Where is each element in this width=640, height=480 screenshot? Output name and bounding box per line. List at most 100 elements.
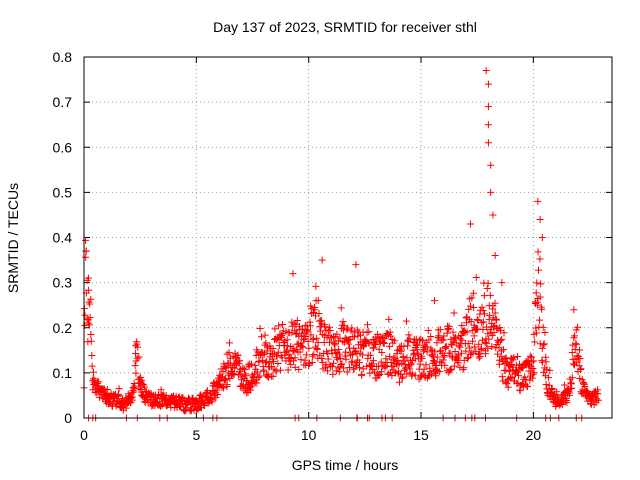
data-point <box>283 346 291 354</box>
data-point <box>473 316 481 324</box>
data-point <box>439 356 447 364</box>
data-point <box>446 367 454 375</box>
data-point <box>355 359 363 367</box>
data-point <box>538 234 546 241</box>
data-point <box>274 360 282 368</box>
data-point <box>302 332 310 340</box>
data-point <box>462 347 470 355</box>
data-point <box>431 348 439 356</box>
data-point <box>226 374 234 382</box>
data-point <box>536 215 544 223</box>
data-point <box>460 329 468 337</box>
data-point <box>491 252 499 260</box>
data-point <box>488 343 496 351</box>
data-point <box>305 344 313 352</box>
data-point <box>502 366 510 374</box>
data-point <box>593 395 601 403</box>
y-tick-label: 0.4 <box>53 230 73 246</box>
data-point <box>347 327 355 335</box>
data-point <box>420 365 428 373</box>
data-point <box>84 274 92 282</box>
data-point <box>422 361 430 369</box>
data-point <box>385 315 393 323</box>
data-point <box>225 339 233 347</box>
data-point <box>476 353 484 361</box>
data-point <box>499 377 507 385</box>
data-point <box>253 368 261 376</box>
data-point <box>388 372 396 380</box>
data-point <box>85 321 93 329</box>
data-point <box>240 366 248 374</box>
data-point <box>567 379 575 387</box>
data-point <box>335 350 343 358</box>
data-point <box>412 341 420 349</box>
data-point <box>131 382 139 390</box>
data-point <box>484 121 492 129</box>
data-point <box>484 103 492 111</box>
data-point <box>406 335 414 343</box>
data-point <box>498 335 506 343</box>
data-point <box>82 236 90 244</box>
data-point <box>402 317 410 325</box>
data-point <box>568 384 576 392</box>
data-point <box>541 329 549 337</box>
data-point <box>491 299 499 307</box>
data-point <box>371 340 379 348</box>
data-point <box>386 328 394 336</box>
data-point <box>532 324 540 332</box>
data-point <box>485 335 493 343</box>
data-point <box>283 336 291 344</box>
data-point <box>538 305 546 313</box>
data-point <box>318 256 326 264</box>
data-point <box>330 340 338 348</box>
data-point <box>135 384 143 392</box>
data-point <box>304 326 312 334</box>
data-point <box>313 334 321 342</box>
data-point <box>572 341 580 349</box>
data-point <box>86 300 94 308</box>
data-point <box>408 357 416 365</box>
data-point <box>548 385 556 393</box>
data-point <box>392 357 400 365</box>
data-point <box>329 370 337 378</box>
data-point <box>441 361 449 369</box>
data-point <box>377 368 385 376</box>
data-point <box>375 372 383 380</box>
y-tick-label: 0.5 <box>53 184 73 200</box>
data-point <box>450 309 458 317</box>
data-point <box>529 370 537 378</box>
data-point <box>414 349 422 357</box>
data-point <box>287 361 295 369</box>
data-point <box>417 371 425 379</box>
data-point <box>315 309 323 317</box>
data-point <box>222 364 230 372</box>
x-tick-label: 0 <box>80 427 88 443</box>
data-point <box>472 273 480 281</box>
data-point <box>369 357 377 365</box>
data-point <box>262 339 270 347</box>
data-point <box>512 361 520 369</box>
data-point <box>540 341 548 349</box>
data-point <box>114 390 122 398</box>
data-point <box>263 347 271 355</box>
data-point <box>89 375 97 383</box>
data-point <box>157 386 165 394</box>
data-point <box>578 390 586 398</box>
data-point <box>436 326 444 334</box>
y-tick-label: 0.2 <box>53 320 73 336</box>
data-point <box>470 332 478 340</box>
data-point <box>553 388 561 396</box>
data-point <box>568 349 576 357</box>
y-axis-label: SRMTID / TECUs <box>5 183 21 293</box>
data-point <box>335 368 343 376</box>
data-point <box>310 350 318 358</box>
data-point <box>340 364 348 372</box>
data-point <box>318 354 326 362</box>
data-point <box>486 291 494 299</box>
data-point <box>477 344 485 352</box>
data-point <box>256 325 264 333</box>
data-point <box>534 248 542 256</box>
data-point <box>132 369 140 377</box>
data-point <box>533 301 541 309</box>
